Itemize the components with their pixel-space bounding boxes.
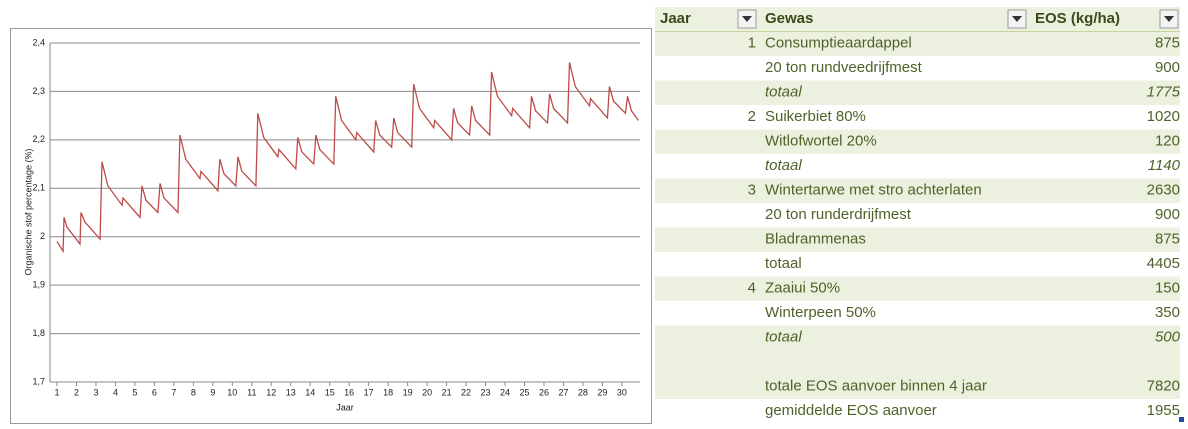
cell-gewas: Consumptieaardappel: [765, 35, 912, 52]
y-tick-label: 2,2: [32, 134, 45, 144]
row-band: [655, 374, 1180, 399]
y-tick-label: 2,4: [32, 37, 45, 47]
x-tick-label: 12: [266, 387, 276, 397]
cell-eos: 875: [1155, 35, 1180, 52]
x-tick-label: 23: [481, 387, 491, 397]
x-tick-label: 15: [325, 387, 335, 397]
x-tick-label: 18: [383, 387, 393, 397]
cell-eos: 500: [1155, 329, 1181, 346]
x-tick-label: 8: [191, 387, 196, 397]
cell-gewas: totale EOS aanvoer binnen 4 jaar: [765, 378, 987, 395]
y-tick-label: 1,9: [32, 280, 45, 290]
y-tick-label: 2: [40, 231, 45, 241]
cell-eos: 900: [1155, 206, 1180, 223]
x-axis-title: Jaar: [336, 402, 354, 412]
column-header: Jaar: [660, 10, 691, 27]
x-tick-label: 30: [617, 387, 627, 397]
cell-eos: 875: [1155, 231, 1180, 248]
x-tick-label: 29: [597, 387, 607, 397]
cell-gewas: 20 ton rundveedrijfmest: [765, 59, 923, 76]
cell-eos: 1020: [1147, 108, 1180, 125]
cell-gewas: Suikerbiet 80%: [765, 108, 866, 125]
resize-handle: [1179, 417, 1184, 422]
cell-jaar: 2: [748, 108, 756, 125]
x-tick-label: 7: [171, 387, 176, 397]
x-tick-label: 2: [74, 387, 79, 397]
cell-jaar: 3: [748, 182, 756, 199]
y-tick-label: 2,1: [32, 183, 45, 193]
x-tick-label: 22: [461, 387, 471, 397]
x-tick-label: 3: [93, 387, 98, 397]
cell-jaar: 4: [748, 280, 756, 297]
x-tick-label: 1: [55, 387, 60, 397]
cell-eos: 2630: [1147, 182, 1180, 199]
row-band: [655, 129, 1180, 154]
y-axis-title: Organische stof percentage (%): [23, 148, 33, 275]
cell-gewas: 20 ton runderdrijfmest: [765, 206, 912, 223]
cell-gewas: Winterpeen 50%: [765, 304, 876, 321]
filter-arrow: [1164, 16, 1174, 22]
cell-eos: 1955: [1147, 402, 1180, 419]
row-band: [655, 80, 1180, 105]
cell-gewas: Witlofwortel 20%: [765, 133, 877, 150]
cell-eos: 4405: [1147, 255, 1180, 272]
y-tick-label: 1,8: [32, 328, 45, 338]
x-tick-label: 4: [113, 387, 118, 397]
y-tick-label: 2,3: [32, 86, 45, 96]
x-tick-label: 5: [132, 387, 137, 397]
cell-jaar: 1: [748, 35, 756, 52]
data-line: [56, 62, 639, 254]
cell-gewas: totaal: [765, 84, 802, 101]
x-tick-label: 28: [578, 387, 588, 397]
cell-gewas: Zaaiui 50%: [765, 280, 840, 297]
x-tick-label: 6: [152, 387, 157, 397]
cell-eos: 350: [1155, 304, 1180, 321]
row-band: [655, 325, 1180, 350]
column-header: Gewas: [765, 10, 813, 27]
filter-arrow: [1012, 16, 1022, 22]
x-tick-label: 16: [344, 387, 354, 397]
row-band: [655, 31, 1180, 56]
row-band: [655, 178, 1180, 203]
cell-eos: 1775: [1147, 84, 1181, 101]
x-tick-label: 10: [227, 387, 237, 397]
cell-gewas: totaal: [765, 255, 802, 272]
x-tick-label: 13: [286, 387, 296, 397]
chart-frame: [10, 28, 652, 424]
cell-gewas: totaal: [765, 329, 802, 346]
y-tick-label: 1,7: [32, 376, 45, 386]
x-tick-label: 11: [247, 387, 256, 397]
x-tick-label: 14: [305, 387, 315, 397]
cell-eos: 7820: [1147, 378, 1180, 395]
x-tick-label: 27: [558, 387, 568, 397]
x-tick-label: 20: [422, 387, 432, 397]
cell-gewas: totaal: [765, 157, 802, 174]
cell-eos: 900: [1155, 59, 1180, 76]
x-tick-label: 21: [442, 387, 452, 397]
row-band: [655, 276, 1180, 301]
x-tick-label: 17: [364, 387, 374, 397]
cell-eos: 150: [1155, 280, 1180, 297]
cell-gewas: Wintertarwe met stro achterlaten: [765, 182, 982, 199]
x-tick-label: 24: [500, 387, 510, 397]
x-tick-label: 19: [403, 387, 413, 397]
row-band: [655, 350, 1180, 375]
cell-eos: 120: [1155, 133, 1180, 150]
column-header: EOS (kg/ha): [1035, 10, 1120, 27]
x-tick-label: 9: [210, 387, 215, 397]
cell-gewas: gemiddelde EOS aanvoer: [765, 402, 937, 419]
row-band: [655, 227, 1180, 252]
x-tick-label: 26: [539, 387, 549, 397]
filter-arrow: [742, 16, 752, 22]
x-tick-label: 25: [519, 387, 529, 397]
cell-eos: 1140: [1148, 157, 1181, 174]
cell-gewas: Bladrammenas: [765, 231, 866, 248]
